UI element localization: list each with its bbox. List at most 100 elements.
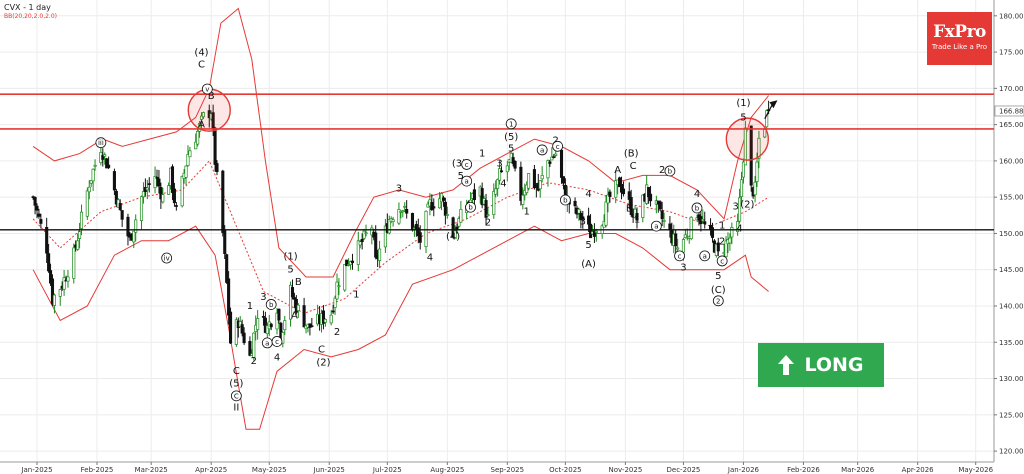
wave-circled-label: C — [230, 390, 242, 402]
candle-body — [401, 210, 405, 213]
wave-label-text: a — [654, 223, 658, 231]
candle — [227, 271, 231, 325]
candle — [432, 198, 436, 217]
candle — [296, 303, 300, 318]
wave-label: 3 — [680, 262, 686, 273]
candle-body — [552, 156, 556, 159]
candle — [492, 183, 496, 219]
candle — [331, 304, 335, 315]
wave-label-ring — [712, 295, 724, 307]
candle-body — [472, 189, 476, 201]
long-badge: LONG — [758, 343, 884, 387]
candle-body — [519, 166, 523, 201]
wave-label-text: b — [668, 167, 673, 175]
candle-body — [52, 294, 56, 306]
fxpro-logo: FxPro Trade Like a Pro — [927, 12, 992, 65]
candle — [674, 230, 678, 255]
wave-label: 1 — [247, 301, 253, 312]
candle — [275, 308, 279, 335]
candle — [141, 182, 146, 204]
candle — [112, 168, 116, 195]
candle — [288, 281, 293, 327]
candle — [587, 207, 591, 233]
candle — [548, 159, 552, 167]
candle — [48, 263, 53, 286]
wave-labels: (4)CBAiiiivC(5)CII1234abc(1)5BAC(2)1234(… — [95, 48, 755, 413]
candle — [416, 218, 420, 244]
x-axis: Jan-2025 Feb-2025 Mar-2025 Apr-2025 May-2025… — [20, 462, 994, 474]
x-tick-label: Jan-2025 — [20, 466, 52, 474]
candle — [604, 195, 608, 228]
candle — [120, 210, 124, 227]
candle-body — [587, 215, 591, 225]
wave-label: A — [614, 165, 621, 176]
candle-body — [302, 305, 306, 328]
candle-body — [455, 226, 459, 230]
candle-body — [48, 270, 53, 284]
candle-body — [592, 230, 596, 237]
candle — [329, 309, 333, 326]
candle — [194, 133, 198, 150]
candle-body — [532, 169, 536, 189]
wave-label-ring — [265, 299, 277, 310]
candle — [58, 288, 62, 306]
candle-body — [738, 197, 742, 222]
y-tick-label: 160.00 — [999, 157, 1024, 165]
wave-label: 4 — [500, 178, 506, 189]
y-tick-label: 175.00 — [999, 49, 1024, 57]
wave-label: 1 — [353, 289, 359, 300]
candle-body — [120, 210, 124, 220]
candlesticks — [31, 100, 771, 361]
candle — [519, 161, 523, 206]
candle-body — [360, 238, 364, 243]
candle-body — [619, 184, 624, 193]
candle-body — [730, 227, 734, 238]
candle-body — [736, 221, 740, 232]
candle-body — [153, 176, 157, 189]
candle — [66, 270, 70, 288]
candle — [757, 130, 761, 169]
wave-label: B — [208, 91, 215, 102]
candle-body — [159, 187, 163, 200]
candle-body — [238, 321, 242, 328]
candle — [480, 182, 484, 209]
wave-label-ring — [461, 175, 473, 187]
candle — [238, 316, 242, 328]
candle-body — [538, 180, 542, 190]
candle-body — [62, 277, 66, 290]
candle — [453, 224, 457, 240]
candle-body — [741, 161, 746, 178]
logo-tagline: Trade Like a Pro — [931, 43, 988, 51]
candle — [736, 213, 740, 236]
candle — [424, 210, 428, 254]
candle — [391, 216, 395, 227]
wave-label: 3 — [580, 217, 586, 228]
candle-body — [757, 137, 761, 159]
candle — [201, 111, 206, 119]
wave-circled-label: 1 — [505, 118, 517, 130]
candle — [256, 310, 260, 340]
y-tick-label: 125.00 — [999, 411, 1024, 419]
trend-arrow-head — [769, 100, 778, 109]
highlight-circle — [725, 117, 770, 161]
candle-body — [441, 197, 446, 201]
candle-body — [554, 153, 558, 156]
candle — [93, 159, 97, 171]
candle-body — [505, 165, 509, 173]
candle — [701, 209, 705, 224]
x-tick-label: Jan-2026 — [727, 466, 760, 474]
candle — [333, 295, 337, 315]
candle — [592, 223, 596, 243]
candle-body — [186, 153, 190, 166]
candle-body — [689, 216, 693, 239]
candle-body — [234, 319, 238, 345]
candle-body — [47, 253, 51, 272]
candle-body — [606, 194, 610, 204]
candle-body — [511, 157, 515, 164]
candle-body — [494, 188, 498, 195]
x-tick-label: Oct-2025 — [549, 466, 581, 474]
candle-body — [33, 196, 37, 206]
candle-body — [614, 180, 618, 198]
candle — [172, 182, 176, 207]
candle-body — [350, 260, 355, 264]
